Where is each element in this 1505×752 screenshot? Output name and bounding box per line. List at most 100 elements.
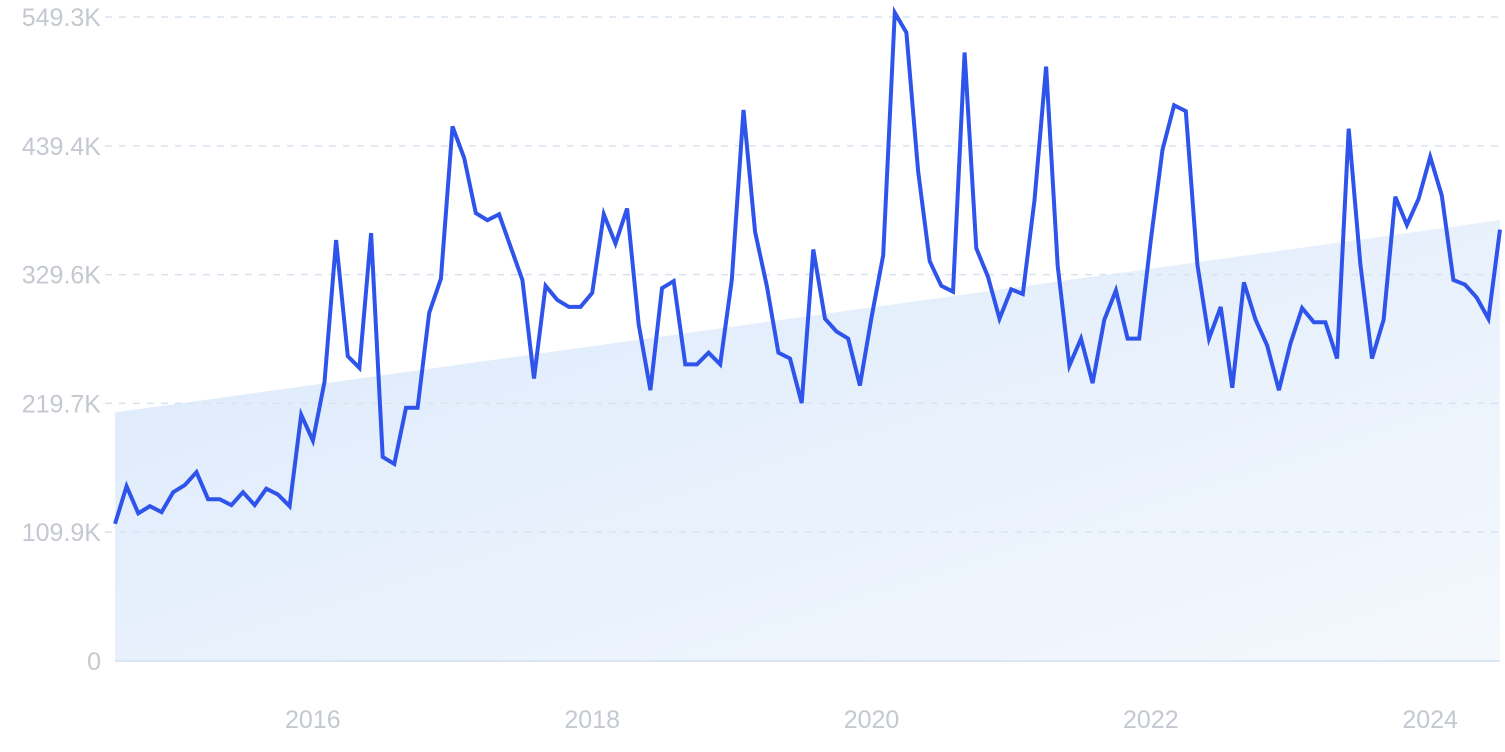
- data-point: [519, 277, 525, 283]
- data-point: [892, 10, 898, 16]
- data-point: [1171, 102, 1177, 108]
- data-point: [484, 217, 490, 223]
- data-point: [1055, 263, 1061, 269]
- data-point: [1462, 282, 1468, 288]
- x-tick-label: 2022: [1123, 706, 1179, 734]
- data-point: [799, 400, 805, 406]
- data-point: [368, 230, 374, 236]
- data-point: [682, 361, 688, 367]
- data-point: [1183, 108, 1189, 114]
- data-point: [1369, 356, 1375, 362]
- data-point: [380, 454, 386, 460]
- data-point: [1229, 385, 1235, 391]
- data-point: [997, 316, 1003, 322]
- data-point: [1427, 154, 1433, 160]
- data-point: [857, 383, 863, 389]
- data-point: [1264, 343, 1270, 349]
- data-point: [1218, 304, 1224, 310]
- y-tick-label: 439.4K: [22, 133, 102, 161]
- data-point: [1206, 336, 1212, 342]
- data-point: [1299, 305, 1305, 311]
- data-point: [403, 405, 409, 411]
- data-point: [1485, 316, 1491, 322]
- data-point: [694, 361, 700, 367]
- data-point: [1334, 356, 1340, 362]
- data-point: [1288, 340, 1294, 346]
- x-tick-label: 2016: [285, 706, 341, 734]
- data-point: [438, 276, 444, 282]
- data-point: [869, 315, 875, 321]
- data-point: [194, 469, 200, 475]
- data-point: [1032, 197, 1038, 203]
- data-point: [112, 521, 118, 527]
- series-layer: [112, 5, 1502, 527]
- trend-area: [115, 220, 1500, 662]
- data-point: [671, 278, 677, 284]
- data-point: [473, 210, 479, 216]
- data-point: [566, 304, 572, 310]
- x-tick-label: 2018: [564, 706, 620, 734]
- data-point: [124, 483, 130, 489]
- data-point: [205, 496, 211, 502]
- data-point: [298, 412, 304, 418]
- data-point: [531, 376, 537, 382]
- data-point: [834, 329, 840, 335]
- data-point: [903, 30, 909, 36]
- y-tick-label: 329.6K: [22, 262, 102, 290]
- x-tick-label: 2024: [1402, 706, 1458, 734]
- data-point: [1194, 262, 1200, 268]
- y-tick-label: 549.3K: [22, 4, 102, 32]
- data-point: [1136, 336, 1142, 342]
- data-point: [1381, 317, 1387, 323]
- data-point: [147, 503, 153, 509]
- data-point: [1125, 336, 1131, 342]
- data-point: [647, 387, 653, 393]
- data-point: [287, 503, 293, 509]
- data-point: [322, 379, 328, 385]
- data-point: [775, 350, 781, 356]
- y-tick-label: 109.9K: [22, 519, 102, 547]
- data-point: [554, 297, 560, 303]
- data-point: [717, 361, 723, 367]
- data-point: [1311, 319, 1317, 325]
- data-point: [159, 509, 165, 515]
- data-point: [1008, 286, 1014, 292]
- data-point: [415, 405, 421, 411]
- data-point: [391, 461, 397, 467]
- data-point: [170, 489, 176, 495]
- data-point: [1078, 336, 1084, 342]
- data-point: [182, 482, 188, 488]
- data-point: [729, 277, 735, 283]
- data-point: [845, 336, 851, 342]
- data-point: [1066, 363, 1072, 369]
- data-point: [938, 283, 944, 289]
- data-point: [1392, 194, 1398, 200]
- data-point: [589, 290, 595, 296]
- data-point: [741, 107, 747, 113]
- data-point: [240, 489, 246, 495]
- data-point: [135, 510, 141, 516]
- data-point: [1241, 279, 1247, 285]
- data-point: [659, 285, 665, 291]
- data-point: [624, 206, 630, 212]
- data-point: [263, 486, 269, 492]
- data-point: [543, 283, 549, 289]
- trend-area-layer: [115, 220, 1500, 662]
- data-point: [275, 492, 281, 498]
- data-point: [1090, 380, 1096, 386]
- data-point: [962, 50, 968, 56]
- data-point: [613, 241, 619, 247]
- data-point: [915, 168, 921, 174]
- data-point: [764, 283, 770, 289]
- gridlines: [105, 16, 1500, 662]
- data-point: [810, 247, 816, 253]
- data-point: [1253, 317, 1259, 323]
- data-point: [636, 322, 642, 328]
- data-point: [356, 365, 362, 371]
- data-point: [1020, 291, 1026, 297]
- data-point: [426, 310, 432, 316]
- data-point: [1439, 193, 1445, 199]
- data-point: [1276, 387, 1282, 393]
